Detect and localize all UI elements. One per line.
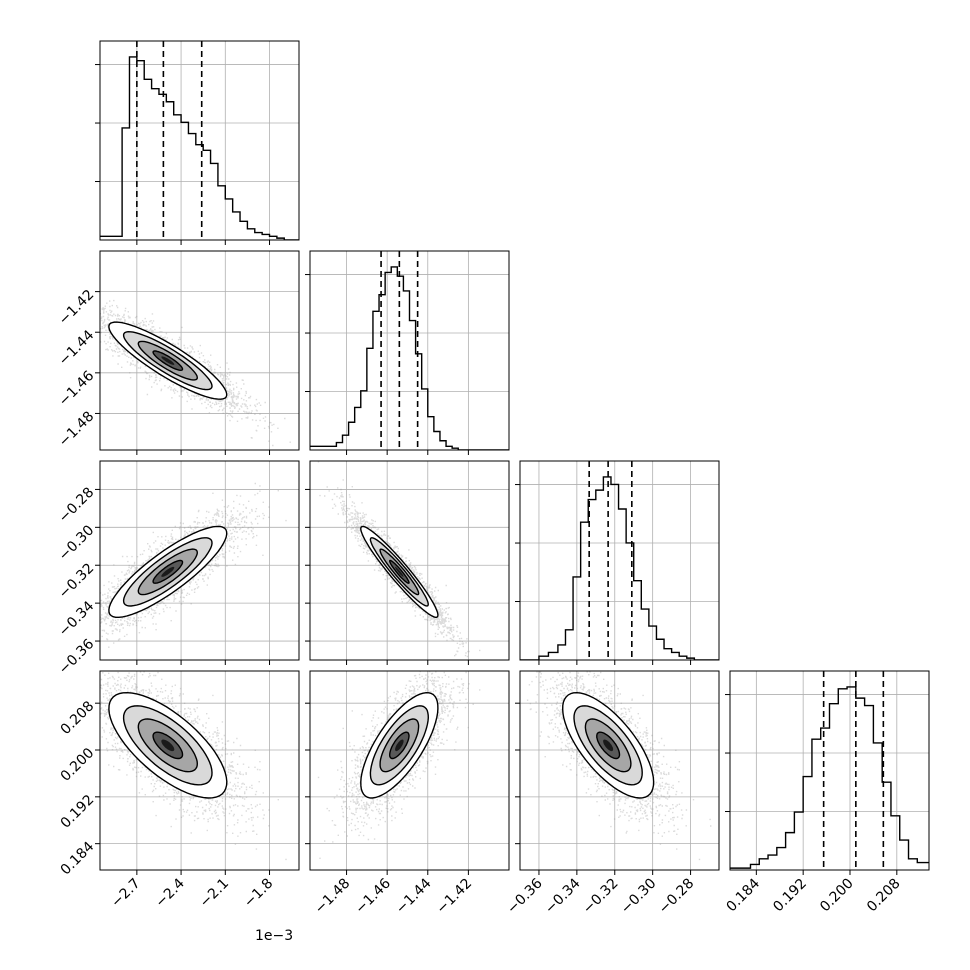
y-tick-label: −0.28 [56,484,98,526]
x-tick-label: 0.184 [724,875,764,915]
density-layer [100,482,287,648]
histogram-step [100,56,299,240]
contour-line [137,548,199,596]
x-tick-label: 0.192 [770,876,810,916]
panel-frame [729,670,930,871]
contour-line [122,330,213,391]
contour-line [137,340,199,381]
contour-line [360,525,439,618]
contour-line [596,731,621,760]
density-fill [161,566,175,577]
panel-frame [99,250,300,451]
y-tick-label: −0.30 [56,522,98,564]
density-layer [100,299,291,447]
contour-line [108,691,228,799]
scatter-panel-1-3: −1.48−1.46−1.44−1.42 [305,670,510,918]
density-layer [317,461,481,658]
panel-frame [99,670,300,871]
x-tick-label: 0.208 [864,876,904,916]
contour-line [360,691,439,799]
density-fill [395,566,404,577]
contour-line [379,718,420,773]
panel-frame [309,250,510,451]
density-layer [526,671,712,861]
axis-offset-label: 1e−3 [255,928,293,944]
x-tick-label: 0.200 [817,876,857,916]
contour-line [561,691,655,799]
x-tick-label: −0.32 [580,876,622,918]
contour-line [389,559,410,584]
scatter-panel-0-3: 0.184 0.192 0.200 0.208 −2.7 −2.4 −2.1 −1.8 [58,670,300,911]
histogram-panel-3: 0.184 0.192 0.200 0.208 [724,670,930,916]
contour-line [122,537,213,607]
y-tick-label: −0.32 [56,560,98,602]
x-tick-label: −1.8 [241,876,276,911]
x-tick-label: −1.44 [393,875,435,917]
histogram-step [520,476,719,660]
histogram-step [310,266,509,450]
histogram-panel-0 [95,40,300,245]
panel-frame [309,460,510,661]
x-tick-label: −0.28 [656,876,698,918]
contour-line [152,350,184,371]
y-tick-label: −1.44 [56,327,98,369]
density-fill [161,739,175,752]
scatter-panel-0-2: −0.36−0.34−0.32−0.30−0.28 [56,460,300,678]
scatter-panel-1-2 [305,460,510,665]
y-tick-label: 0.200 [58,745,98,785]
contour-line [108,525,228,618]
contour-line [584,718,632,773]
panel-frame [519,460,720,661]
contour-line [108,321,228,400]
y-tick-label: −0.36 [56,636,98,678]
x-tick-label: −2.1 [197,876,232,911]
histogram-panel-2 [515,460,720,665]
scatter-panel-0-1: −1.48−1.46−1.44−1.42 [56,250,300,455]
contour-line [122,705,213,786]
contour-line [389,731,410,760]
y-tick-label: −1.46 [56,368,98,410]
contour-line [573,705,643,786]
y-tick-label: −1.48 [56,408,98,450]
y-tick-label: −0.34 [56,598,98,640]
contour-line [369,537,429,607]
x-tick-label: −0.34 [542,875,584,917]
x-tick-label: −1.48 [312,876,354,918]
contour-line [152,731,184,760]
x-tick-label: −1.46 [352,875,394,917]
scatter-panel-2-3: −0.36−0.34−0.32−0.30−0.28 [504,670,720,918]
panel-frame [99,40,300,241]
contour-line [379,548,420,596]
histogram-panel-1 [305,250,510,455]
contour-line [369,705,430,786]
density-layer [100,671,287,861]
x-tick-label: −2.7 [108,876,143,911]
density-fill [603,739,614,752]
histogram-step [730,686,929,869]
panel-frame [519,670,720,871]
x-tick-label: −0.36 [504,875,546,917]
x-tick-label: −2.4 [153,875,188,910]
y-tick-label: 0.184 [58,839,98,879]
contour-line [137,718,199,773]
density-fill [161,356,175,365]
x-tick-label: −1.42 [434,876,476,918]
y-tick-label: 0.192 [58,792,98,832]
density-layer [317,671,481,859]
contour-line [152,559,184,584]
panel-frame [309,670,510,871]
panel-frame [99,460,300,661]
y-tick-label: −1.42 [56,287,98,329]
density-fill [395,739,404,752]
y-tick-label: 0.208 [58,698,98,738]
x-tick-label: −0.30 [618,876,660,918]
